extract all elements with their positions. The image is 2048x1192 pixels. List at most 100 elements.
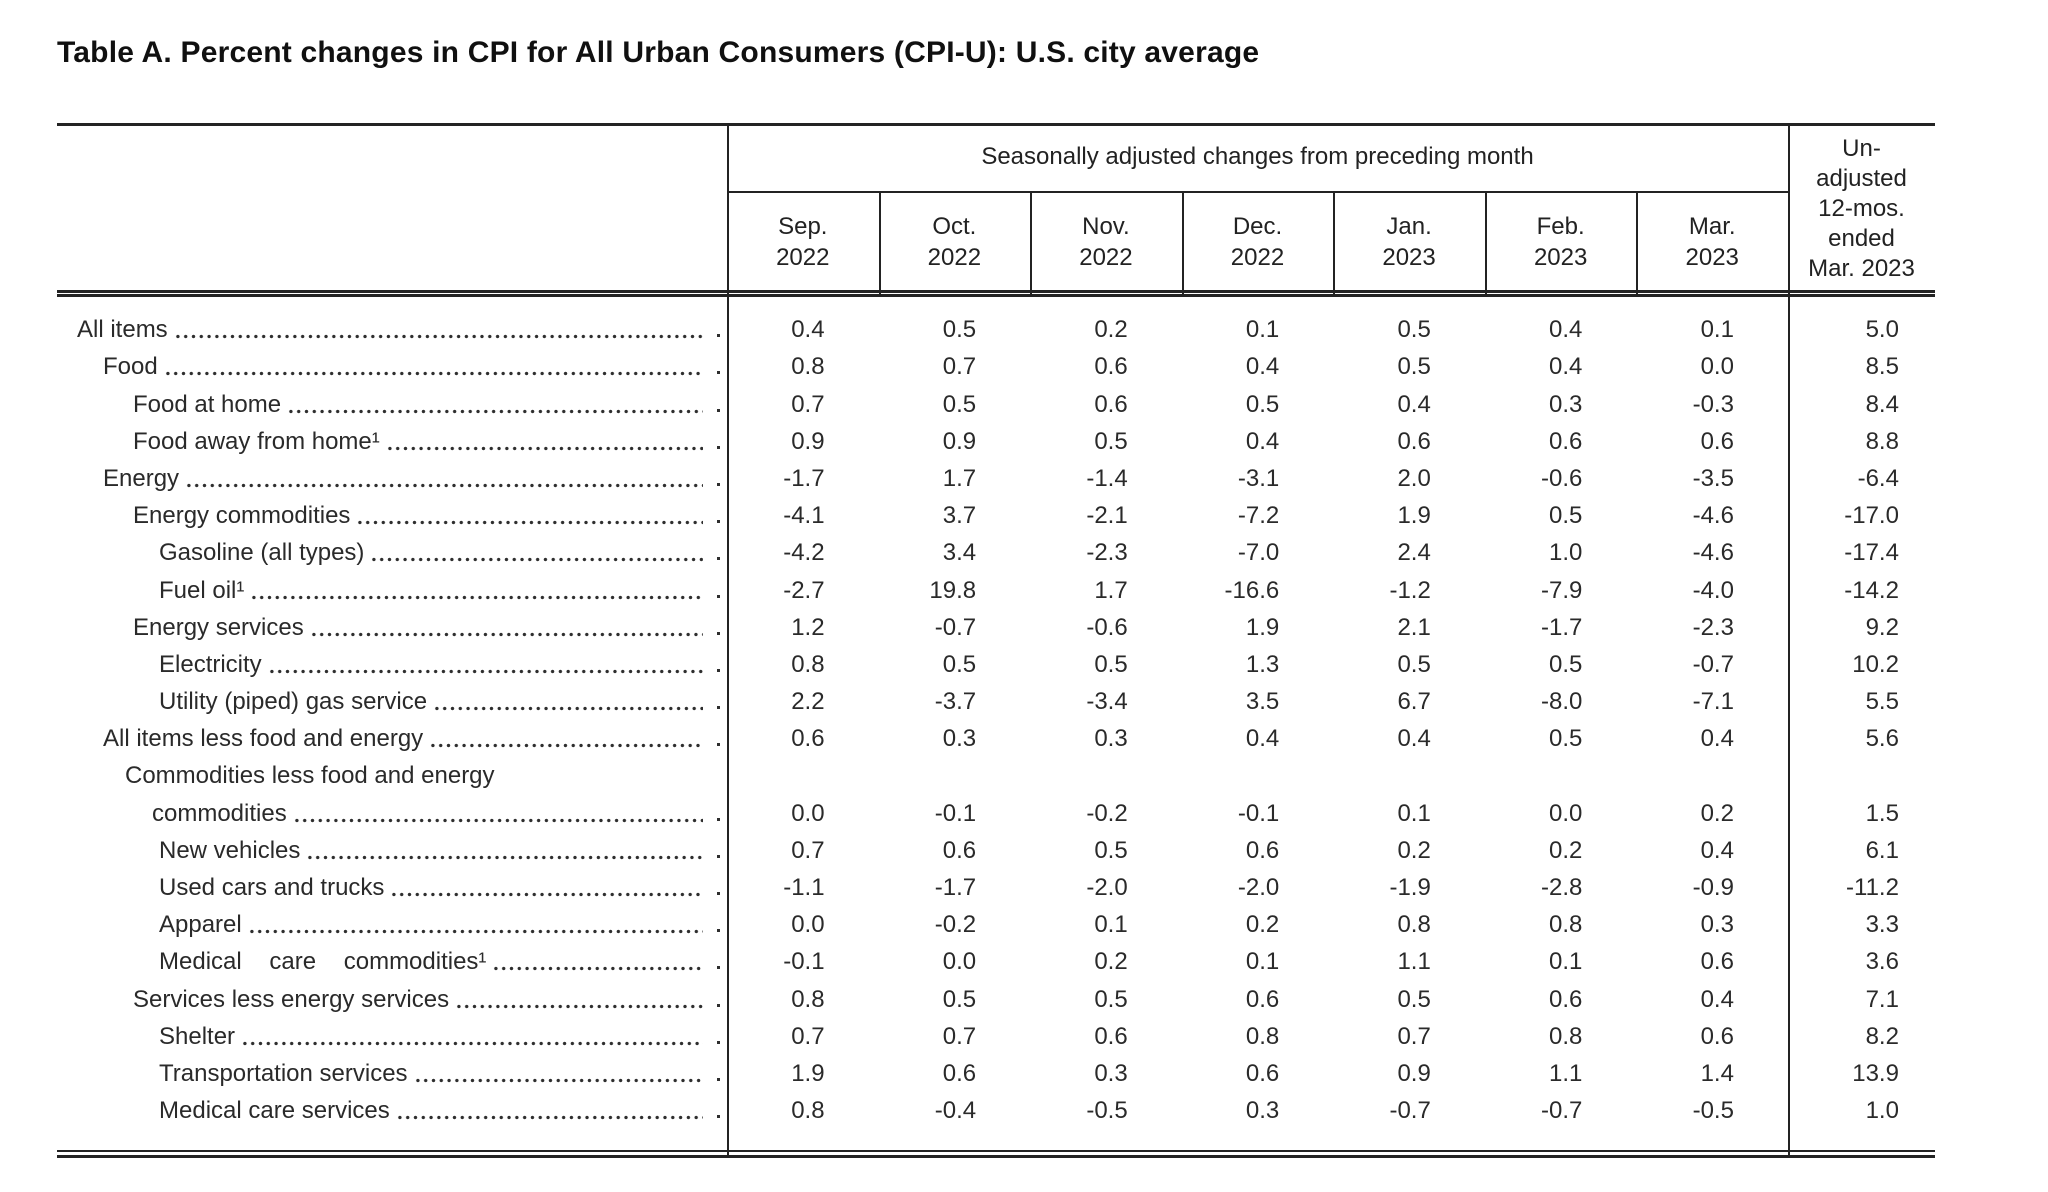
- monthly-value-cell: 0.5: [1397, 316, 1431, 344]
- monthly-value-cell: 0.5: [1397, 650, 1431, 678]
- month-separator-line: [1181, 193, 1184, 297]
- monthly-value-cell: -2.7: [783, 576, 825, 604]
- row-label: Transportation services: [159, 1059, 408, 1087]
- monthly-value-cell: 0.7: [1397, 1022, 1431, 1050]
- monthly-value-cell: 0.4: [1700, 985, 1734, 1013]
- monthly-value-cell: 0.8: [791, 985, 825, 1013]
- table-row: Apparel 0.0 -0.2 0.1 0.2 0.8 0.8 0.3 3.3: [57, 906, 1935, 943]
- dot-leader: [185, 482, 703, 488]
- annual-value-cell: 3.6: [1865, 948, 1899, 976]
- row-label-cell: New vehicles: [57, 832, 727, 869]
- leader-end-dot: [717, 892, 720, 896]
- leader-end-dot: [717, 482, 720, 486]
- row-label-cell: Food: [57, 348, 727, 385]
- dot-leader: [385, 445, 703, 451]
- monthly-value-cell: 0.4: [1245, 353, 1280, 381]
- monthly-value-cell: 0.1: [1549, 948, 1583, 976]
- monthly-value-cell: -0.3: [1692, 390, 1734, 418]
- monthly-value-cell: 2.1: [1397, 613, 1431, 641]
- annual-value-cell: 6.1: [1865, 836, 1899, 864]
- leader-end-dot: [717, 408, 720, 412]
- unadjusted-header-line: adjusted: [1816, 164, 1907, 192]
- monthly-value-cell: 0.5: [1549, 725, 1583, 753]
- month-column-header: Nov. 2022: [1030, 193, 1182, 290]
- month-year: 2022: [776, 243, 830, 271]
- monthly-value-cell: 0.3: [1700, 911, 1734, 939]
- dot-leader: [395, 1115, 703, 1121]
- row-label-cell: Gasoline (all types): [57, 534, 727, 571]
- monthly-value-cell: 2.0: [1397, 464, 1431, 492]
- monthly-value-cell: 0.5: [1094, 650, 1128, 678]
- row-label: Food at home: [133, 390, 282, 418]
- month-name: Oct.: [932, 212, 977, 240]
- leader-end-dot: [717, 1115, 720, 1119]
- monthly-value-cell: -1.1: [783, 874, 825, 902]
- monthly-value-cell: 1.7: [1094, 576, 1128, 604]
- monthly-value-cell: 0.3: [1549, 390, 1583, 418]
- annual-value-cell: -14.2: [1844, 576, 1899, 604]
- annual-value-cell: 10.2: [1852, 650, 1899, 678]
- monthly-value-cell: -0.5: [1692, 1097, 1734, 1125]
- monthly-value-cell: 0.4: [791, 316, 825, 344]
- monthly-value-cell: -3.4: [1086, 688, 1128, 716]
- annual-value-cell: 3.3: [1865, 911, 1899, 939]
- monthly-value-cell: 0.8: [1549, 1022, 1583, 1050]
- monthly-value-cell: -0.7: [934, 613, 977, 641]
- monthly-value-cell: 6.7: [1397, 688, 1431, 716]
- row-label: Shelter: [159, 1022, 236, 1050]
- monthly-value-cell: -0.7: [1541, 1097, 1583, 1125]
- month-name: Mar.: [1688, 212, 1736, 240]
- monthly-value-cell: -2.1: [1086, 502, 1128, 530]
- annual-value-cell: 13.9: [1852, 1059, 1899, 1087]
- cpi-table: Seasonally adjusted changes from precedi…: [57, 123, 1935, 1158]
- annual-value-cell: 5.6: [1865, 725, 1899, 753]
- leader-end-dot: [717, 1077, 720, 1081]
- page-title: Table A. Percent changes in CPI for All …: [57, 36, 1260, 69]
- leader-end-dot: [717, 445, 720, 449]
- leader-end-dot: [717, 1003, 720, 1007]
- dot-leader: [173, 334, 703, 340]
- monthly-value-cell: 0.5: [1094, 836, 1128, 864]
- monthly-value-cell: -1.7: [934, 874, 977, 902]
- leader-end-dot: [717, 594, 720, 598]
- table-row: Energy -1.7 1.7 -1.4 -3.1 2.0 -0.6 -3.5 -6.4: [57, 460, 1935, 497]
- month-separator-line: [1333, 193, 1336, 297]
- leader-end-dot: [717, 854, 720, 858]
- monthly-value-cell: 0.5: [1397, 353, 1431, 381]
- monthly-value-cell: -0.7: [1389, 1097, 1431, 1125]
- monthly-value-cell: 0.0: [942, 948, 977, 976]
- month-name: Feb.: [1536, 212, 1585, 240]
- annual-value-cell: 8.2: [1865, 1022, 1899, 1050]
- annual-value-cell: 1.0: [1865, 1097, 1899, 1125]
- row-label: Energy commodities: [133, 502, 351, 530]
- monthly-value-cell: 0.8: [791, 650, 825, 678]
- column-group-underline-rule: [727, 191, 1788, 193]
- row-label-cell: Energy: [57, 460, 727, 497]
- monthly-value-cell: 0.5: [942, 390, 977, 418]
- month-year: 2022: [1230, 243, 1285, 271]
- row-label: Energy: [103, 464, 180, 492]
- dot-leader: [267, 668, 703, 674]
- monthly-value-cell: 1.3: [1245, 650, 1280, 678]
- monthly-value-cell: -0.6: [1086, 613, 1128, 641]
- leader-end-dot: [717, 743, 720, 747]
- annual-value-cell: -6.4: [1857, 464, 1899, 492]
- row-label: Services less energy services: [133, 985, 450, 1013]
- monthly-value-cell: 2.2: [791, 688, 825, 716]
- monthly-value-cell: 0.6: [1700, 427, 1734, 455]
- monthly-value-cell: 0.5: [1245, 390, 1280, 418]
- monthly-value-cell: 0.1: [1397, 799, 1431, 827]
- dot-leader: [287, 408, 703, 414]
- row-label: All items less food and energy: [103, 725, 424, 753]
- unadjusted-header-line: Mar. 2023: [1808, 254, 1915, 282]
- monthly-value-cell: 0.7: [791, 836, 825, 864]
- stub-separator-line: [727, 123, 729, 1158]
- monthly-value-cell: 0.3: [1094, 1059, 1128, 1087]
- month-name: Dec.: [1232, 212, 1283, 240]
- monthly-value-cell: -2.3: [1086, 539, 1128, 567]
- monthly-value-cell: 0.3: [1094, 725, 1128, 753]
- monthly-value-cell: -1.9: [1389, 874, 1431, 902]
- monthly-value-cell: -7.0: [1237, 539, 1280, 567]
- annual-value-cell: 1.5: [1865, 799, 1899, 827]
- monthly-value-cell: 1.1: [1549, 1059, 1583, 1087]
